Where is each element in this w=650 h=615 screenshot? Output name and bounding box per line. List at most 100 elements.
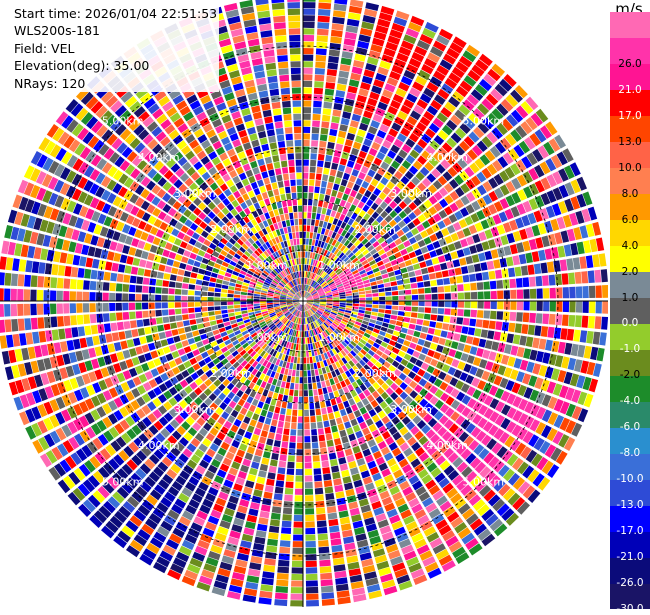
- range-gate-cell: [560, 328, 567, 340]
- range-gate-cell: [272, 506, 282, 513]
- range-gate-cell: [392, 296, 398, 300]
- range-gate-cell: [164, 324, 171, 331]
- range-gate-cell: [333, 303, 339, 305]
- range-gate-cell: [261, 504, 271, 512]
- range-gate-cell: [586, 255, 594, 268]
- range-gate-cell: [273, 413, 279, 420]
- range-gate-cell: [149, 303, 155, 310]
- range-gate-cell: [146, 261, 153, 269]
- range-gate-cell: [410, 318, 417, 324]
- range-gate-cell: [271, 399, 277, 406]
- range-gate-cell: [319, 560, 331, 567]
- range-gate-cell: [78, 268, 85, 278]
- range-gate-cell: [403, 254, 410, 261]
- range-gate-cell: [32, 261, 40, 273]
- range-gate-cell: [129, 285, 136, 293]
- range-gate-cell: [445, 293, 451, 299]
- range-gate-cell: [341, 470, 350, 478]
- range-gate-cell: [76, 303, 82, 313]
- range-gate-cell: [327, 506, 337, 513]
- range-gate-cell: [291, 356, 295, 362]
- range-gate-cell: [303, 120, 311, 126]
- range-gate-cell: [314, 226, 318, 233]
- range-gate-cell: [304, 390, 308, 396]
- range-gate-cell: [312, 134, 319, 141]
- range-gate-cell: [436, 345, 444, 353]
- range-gate-cell: [497, 301, 503, 309]
- range-gate-cell: [319, 441, 326, 448]
- range-gate-cell: [294, 515, 303, 521]
- range-gate-cell: [306, 239, 309, 245]
- range-gate-cell: [222, 285, 229, 289]
- range-gate-cell: [103, 293, 109, 301]
- range-gate-cell: [338, 389, 344, 396]
- range-gate-cell: [169, 309, 176, 315]
- range-gate-cell: [266, 479, 275, 486]
- range-gate-cell: [497, 311, 504, 320]
- range-gate-cell: [424, 341, 432, 348]
- range-gate-cell: [263, 424, 270, 431]
- range-gate-cell: [404, 284, 411, 289]
- range-gate-cell: [469, 274, 476, 282]
- range-gate-cell: [391, 335, 398, 341]
- range-gate-cell: [332, 17, 345, 25]
- range-gate-cell: [542, 314, 549, 325]
- range-gate-cell: [77, 280, 84, 290]
- range-gate-cell: [407, 329, 414, 335]
- range-gate-cell: [402, 322, 409, 328]
- range-gate-cell: [400, 249, 408, 256]
- range-gate-cell: [298, 423, 303, 429]
- range-gate-cell: [156, 317, 163, 324]
- range-gate-cell: [202, 317, 209, 322]
- range-gate-cell: [256, 530, 267, 538]
- range-gate-cell: [461, 266, 468, 274]
- range-gate-cell: [257, 524, 268, 532]
- range-gate-cell: [376, 321, 383, 326]
- range-gate-cell: [398, 285, 405, 290]
- range-gate-cell: [576, 286, 582, 298]
- range-gate-cell: [338, 504, 348, 512]
- range-gate-cell: [318, 16, 330, 23]
- range-gate-cell: [423, 274, 430, 280]
- range-gate-cell: [415, 325, 422, 331]
- range-gate-cell: [392, 301, 398, 305]
- range-gate-cell: [602, 301, 608, 314]
- range-gate-cell: [170, 323, 177, 330]
- range-gate-cell: [208, 307, 214, 311]
- range-gate-cell: [228, 309, 234, 313]
- range-gate-cell: [266, 545, 277, 552]
- range-gate-cell: [318, 200, 323, 207]
- range-gate-cell: [383, 318, 390, 323]
- range-gate-cell: [333, 299, 339, 301]
- range-gate-cell: [382, 274, 389, 279]
- range-gate-cell: [331, 116, 340, 123]
- range-gate-cell: [123, 284, 130, 292]
- range-gate-cell: [387, 329, 394, 335]
- range-gate-cell: [257, 401, 264, 408]
- range-gate-cell: [424, 314, 431, 320]
- range-gate-cell: [305, 528, 315, 534]
- range-gate-cell: [304, 423, 309, 429]
- range-gate-cell: [234, 302, 240, 305]
- range-gate-cell: [101, 250, 109, 260]
- range-gate-cell: [521, 266, 528, 276]
- range-gate-cell: [306, 567, 318, 574]
- range-gate-cell: [50, 290, 56, 301]
- range-gate-cell: [12, 258, 20, 271]
- range-gate-cell: [515, 267, 522, 277]
- range-gate-cell: [431, 308, 437, 314]
- range-gate-cell: [346, 427, 354, 435]
- range-gate-cell: [474, 263, 481, 272]
- range-gate-cell: [318, 428, 324, 435]
- range-gate-cell: [194, 336, 201, 343]
- range-gate-cell: [162, 310, 169, 316]
- range-gate-cell: [556, 287, 562, 298]
- range-gate-cell: [305, 535, 315, 541]
- range-gate-cell: [393, 331, 400, 337]
- range-gate-cell: [117, 274, 124, 283]
- range-gate-cell: [305, 443, 311, 449]
- range-gate-cell: [311, 429, 317, 436]
- range-gate-cell: [491, 291, 497, 299]
- range-gate-cell: [312, 127, 320, 134]
- range-gate-cell: [464, 284, 471, 291]
